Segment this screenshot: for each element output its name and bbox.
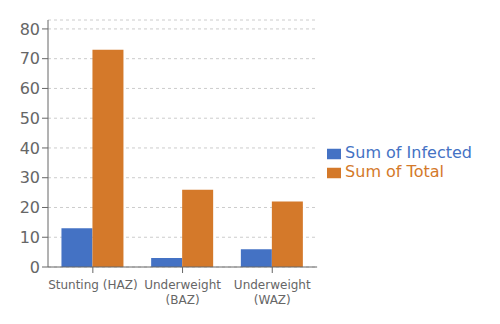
svg-text:50: 50	[20, 109, 40, 128]
svg-text:Stunting (HAZ): Stunting (HAZ)	[48, 278, 137, 292]
svg-text:30: 30	[20, 168, 40, 187]
svg-text:70: 70	[20, 49, 40, 68]
svg-text:60: 60	[20, 79, 40, 98]
html-text:Sum of Total: Sum of Total	[345, 162, 444, 181]
svg-text:Underweight(WAZ): Underweight(WAZ)	[234, 278, 311, 307]
svg-text:80: 80	[20, 20, 40, 39]
html-text:Sum of Infected: Sum of Infected	[345, 143, 472, 162]
svg-text:10: 10	[20, 228, 40, 247]
svg-text:0: 0	[30, 258, 40, 277]
svg-text:20: 20	[20, 198, 40, 217]
svg-text:Underweight(BAZ): Underweight(BAZ)	[144, 278, 221, 307]
svg-text:40: 40	[20, 139, 40, 158]
